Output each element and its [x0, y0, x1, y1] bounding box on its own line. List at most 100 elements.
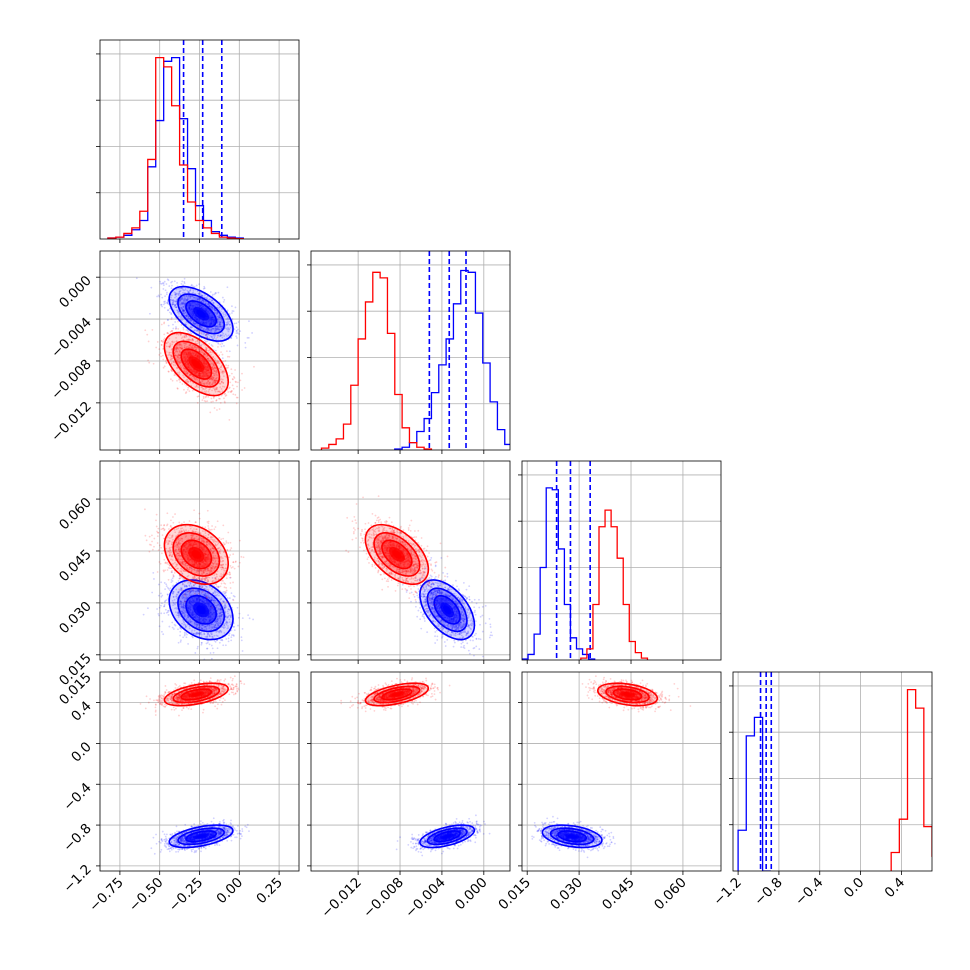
- data-point: [217, 346, 219, 348]
- data-point: [173, 303, 176, 306]
- data-point: [205, 328, 208, 331]
- data-point: [205, 382, 207, 385]
- data-point: [183, 369, 185, 372]
- data-point: [169, 344, 172, 347]
- data-point: [217, 390, 220, 393]
- data-point: [178, 378, 180, 381]
- data-point: [206, 647, 208, 650]
- data-point: [216, 379, 218, 382]
- data-point: [207, 302, 210, 305]
- data-point: [162, 340, 165, 343]
- data-point: [215, 370, 218, 372]
- data-point: [201, 586, 204, 589]
- data-point: [185, 329, 188, 331]
- data-point: [170, 361, 173, 364]
- data-point: [196, 647, 199, 650]
- data-point: [213, 372, 216, 375]
- data-point: [219, 323, 222, 326]
- data-point: [212, 367, 214, 370]
- data-point: [244, 346, 247, 349]
- data-point: [210, 377, 212, 380]
- data-point: [180, 348, 183, 350]
- data-point: [204, 388, 206, 391]
- data-point: [196, 296, 199, 299]
- data-point: [179, 299, 181, 302]
- data-point: [192, 321, 195, 323]
- data-point: [166, 278, 169, 281]
- data-point: [189, 374, 192, 377]
- data-point: [214, 330, 216, 333]
- data-point: [215, 631, 218, 633]
- data-point: [201, 386, 204, 389]
- data-point: [200, 386, 203, 389]
- data-point: [220, 615, 223, 618]
- data-point: [147, 340, 150, 343]
- data-point: [176, 347, 178, 350]
- data-point: [185, 314, 188, 317]
- data-point: [189, 344, 192, 346]
- data-point: [190, 283, 193, 286]
- data-point: [200, 349, 203, 352]
- data-point: [167, 303, 170, 306]
- data-point: [221, 308, 223, 311]
- data-point: [171, 621, 174, 624]
- data-point: [220, 319, 223, 322]
- data-point: [176, 356, 179, 359]
- data-point: [218, 316, 220, 319]
- data-point: [181, 296, 183, 299]
- data-point: [174, 354, 177, 357]
- data-point: [214, 349, 217, 352]
- data-point: [183, 335, 186, 337]
- data-point: [210, 328, 212, 331]
- data-point: [220, 380, 223, 383]
- data-point: [173, 361, 176, 364]
- data-point: [181, 589, 184, 591]
- data-point: [179, 600, 182, 602]
- data-point: [199, 381, 202, 383]
- data-point: [204, 336, 207, 339]
- data-point: [187, 643, 189, 645]
- data-point: [144, 329, 147, 332]
- data-point: [181, 596, 184, 599]
- data-point: [224, 618, 227, 621]
- data-point: [203, 332, 206, 335]
- data-point: [210, 305, 212, 308]
- data-point: [199, 327, 202, 330]
- data-point: [227, 366, 229, 369]
- data-point: [185, 311, 187, 314]
- data-point: [176, 350, 179, 353]
- data-point: [148, 361, 151, 364]
- data-point: [229, 541, 232, 544]
- data-point: [198, 283, 201, 286]
- data-point: [212, 327, 215, 330]
- data-point: [220, 325, 223, 328]
- data-point: [187, 338, 190, 341]
- data-point: [198, 624, 201, 627]
- data-point: [204, 592, 207, 595]
- data-point: [178, 344, 181, 347]
- data-point: [181, 302, 184, 305]
- data-point: [225, 589, 228, 592]
- data-point: [220, 325, 222, 328]
- data-point: [247, 614, 250, 617]
- data-point: [163, 300, 165, 303]
- data-point: [203, 353, 205, 355]
- data-point: [169, 307, 171, 310]
- data-point: [218, 362, 221, 365]
- data-point: [171, 626, 174, 629]
- data-point: [197, 298, 200, 301]
- data-point: [199, 382, 202, 385]
- data-point: [200, 326, 203, 329]
- data-point: [183, 581, 186, 583]
- data-point: [215, 399, 218, 401]
- data-point: [189, 317, 192, 320]
- data-point: [213, 357, 216, 360]
- data-point: [206, 340, 209, 342]
- data-point: [229, 326, 232, 329]
- data-point: [224, 401, 226, 404]
- data-point: [170, 354, 173, 357]
- data-point: [168, 351, 171, 354]
- data-point: [235, 402, 238, 405]
- data-point: [199, 297, 202, 300]
